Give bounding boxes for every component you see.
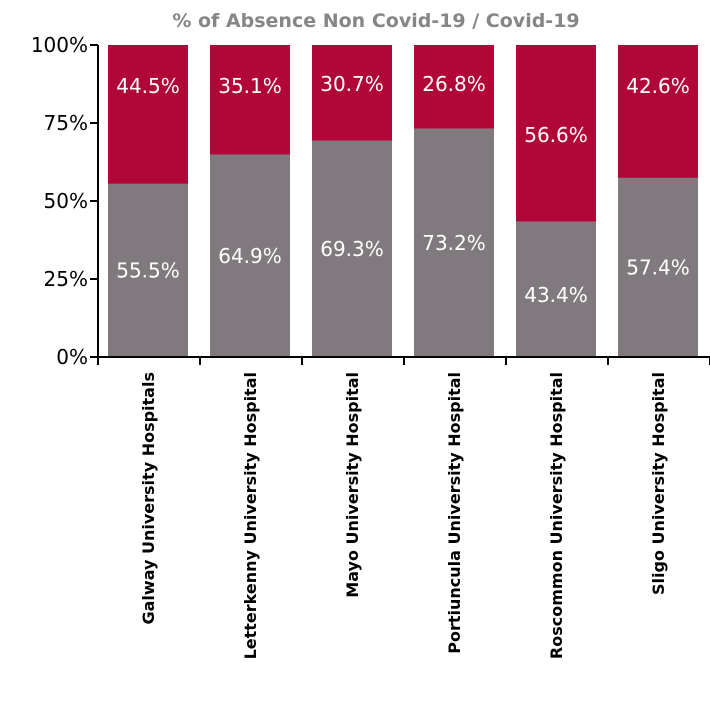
x-tick-label-3: Mayo University Hospital	[343, 372, 362, 598]
bar-segment-1-cat-1	[108, 183, 188, 357]
bar-segment-1-cat-5	[516, 221, 596, 357]
y-tick-label-4: 75%	[44, 111, 88, 135]
data-label-series-1-cat-5: 43.4%	[524, 283, 588, 307]
y-tick-label-2: 25%	[44, 267, 88, 291]
x-tick-label-5: Roscommon University Hospital	[547, 372, 566, 659]
bar-segment-1-cat-2	[210, 154, 290, 357]
y-tick-label-3: 50%	[44, 189, 88, 213]
bar-segment-2-cat-2	[210, 45, 290, 155]
data-label-series-1-cat-4: 73.2%	[422, 231, 486, 255]
x-tick-label-2: Letterkenny University Hospital	[241, 372, 260, 659]
data-label-series-1-cat-6: 57.4%	[626, 255, 690, 279]
x-tick-label-4: Portiuncula University Hospital	[445, 372, 464, 654]
bar-segment-2-cat-5	[516, 45, 596, 222]
bar-segment-1-cat-6	[618, 177, 698, 357]
y-tick-label-1: 0%	[56, 345, 88, 369]
y-tick-label-5: 100%	[31, 33, 88, 57]
chart-title: % of Absence Non Covid-19 / Covid-19	[172, 10, 579, 32]
data-labels-layer: 55.5% 44.5% 64.9% 35.1% 69.3% 30.7% 73.2% 26.8%…	[116, 72, 690, 307]
x-tick-label-1: Galway University Hospitals	[139, 372, 158, 625]
data-label-series-2-cat-5: 56.6%	[524, 123, 588, 147]
bar-segment-2-cat-1	[108, 45, 188, 184]
x-tick-label-6: Sligo University Hospital	[649, 372, 668, 595]
data-label-series-1-cat-2: 64.9%	[218, 244, 282, 268]
data-label-series-1-cat-1: 55.5%	[116, 258, 180, 282]
bar-segment-2-cat-4	[414, 45, 494, 129]
data-label-series-1-cat-3: 69.3%	[320, 237, 384, 261]
bar-segment-2-cat-6	[618, 45, 698, 178]
data-label-series-2-cat-1: 44.5%	[116, 74, 180, 98]
axes: Galway University Hospitals Letterkenny U…	[31, 33, 710, 659]
data-label-series-2-cat-2: 35.1%	[218, 74, 282, 98]
data-label-series-2-cat-3: 30.7%	[320, 72, 384, 96]
bars-layer	[108, 45, 698, 357]
bar-segment-1-cat-4	[414, 128, 494, 357]
bar-segment-1-cat-3	[312, 140, 392, 357]
bar-segment-2-cat-3	[312, 45, 392, 141]
data-label-series-2-cat-6: 42.6%	[626, 74, 690, 98]
data-label-series-2-cat-4: 26.8%	[422, 72, 486, 96]
